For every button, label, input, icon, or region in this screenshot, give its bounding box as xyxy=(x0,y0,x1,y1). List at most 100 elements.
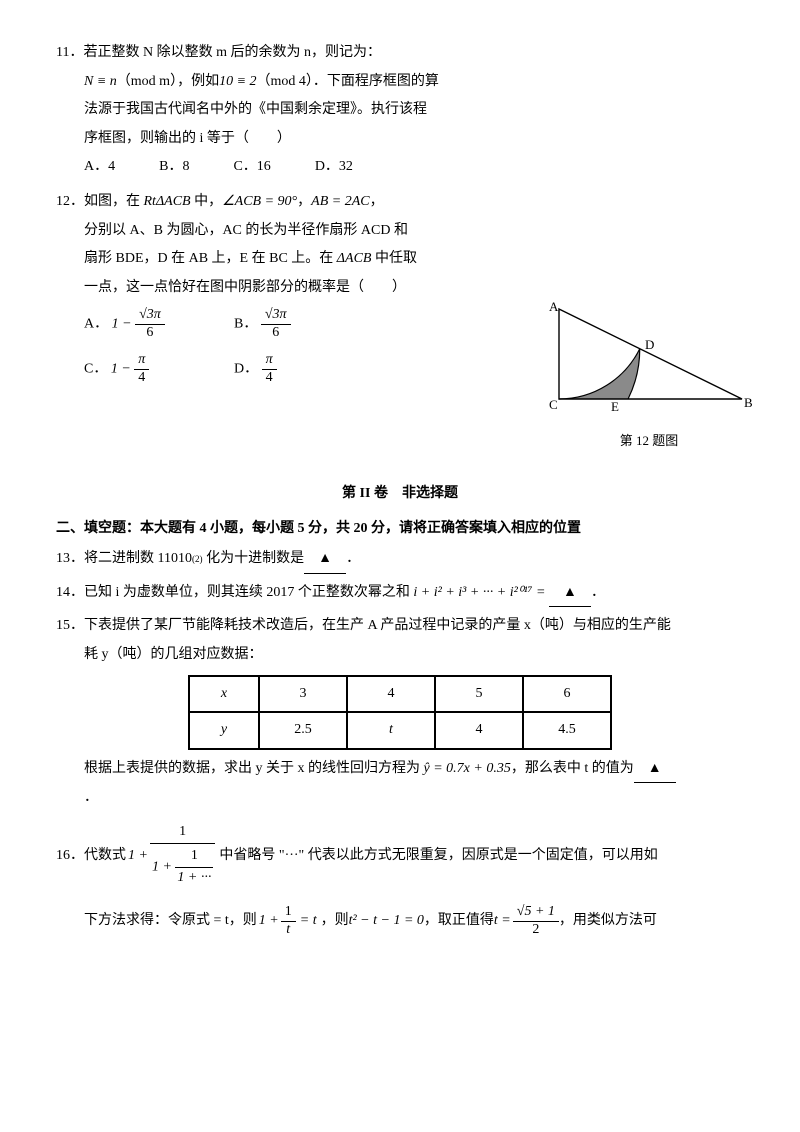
q16-t1b: 中省略号 "···" 代表以此方式无限重复，因原式是一个固定值，可以用如 xyxy=(219,843,657,870)
q12-opts-row1: A． 1 − √3π 6 B． √3π 6 xyxy=(84,307,496,342)
q16-t2d: ，取正值得 xyxy=(424,908,494,935)
q14-expr: i + i² + i³ + ··· + i²⁰¹⁷ = xyxy=(413,585,545,600)
q16-n1: 1 xyxy=(150,822,215,844)
q16-nested-frac: 1 1 + 1 1 + ··· xyxy=(150,822,215,890)
q12-D-num: π xyxy=(266,352,273,367)
q11-number: 11． xyxy=(56,45,83,60)
q12-optA: A． 1 − √3π 6 xyxy=(84,307,234,342)
q16-eq: = t xyxy=(300,908,317,935)
section-2-sub: 二、填空题：本大题有 4 小题，每小题 5 分，共 20 分，请将正确答案填入相… xyxy=(56,516,744,543)
q15-number: 15． xyxy=(56,618,84,633)
q16-line2: 下方法求得：令原式 = t，则 1 + 1 t = t ，则 t² − t − … xyxy=(84,904,744,939)
q12-t1c: 中， xyxy=(191,194,223,209)
q12-C-one: 1 − xyxy=(111,361,131,376)
triangle-diagram-icon: A B C D E xyxy=(547,299,752,414)
q16-n2: 1 xyxy=(175,846,213,868)
question-16: 16． 代数式 1 + 1 1 + 1 1 + ··· 中省略号 "···" 代… xyxy=(56,822,744,939)
q12-B-den: 6 xyxy=(261,325,291,342)
q15-t1: 下表提供了某厂节能降耗技术改造后，在生产 A 产品过程中记录的产量 x（吨）与相… xyxy=(84,618,671,633)
question-13: 13．将二进制数 11010(2) 化为十进制数是▲． xyxy=(56,546,744,574)
q12-A-den: 6 xyxy=(135,325,165,342)
q12-line2: 分别以 A、B 为圆心，AC 的长为半径作扇形 ACD 和 xyxy=(84,218,496,245)
q14-number: 14． xyxy=(56,585,84,600)
question-11: 11．若正整数 N 除以整数 m 后的余数为 n，则记为： N ≡ n（mod … xyxy=(56,40,744,181)
q15-end: ． xyxy=(84,785,744,812)
table-row: y 2.5 t 4 4.5 xyxy=(189,712,611,749)
q16-d2a: 1 + xyxy=(152,859,172,874)
q12-optD: D． π 4 xyxy=(234,352,384,387)
question-14: 14．已知 i 为虚数单位，则其连续 2017 个正整数次幂之和 i + i² … xyxy=(56,580,744,608)
q15-blank: ▲ xyxy=(634,756,676,784)
q12-t1a: 如图，在 xyxy=(84,194,144,209)
q16-d2b: 1 + ··· xyxy=(175,868,213,889)
question-15: 15．下表提供了某厂节能降耗技术改造后，在生产 A 产品过程中记录的产量 x（吨… xyxy=(56,613,744,812)
q12-dacb: ΔACB xyxy=(337,251,372,266)
q11-f: ．下面程序框图的算 xyxy=(313,74,439,89)
q12-A-one: 1 − xyxy=(112,317,132,332)
q12-A-pre: A． xyxy=(84,317,108,332)
q15-t3c: ，那么表中 t 的值为 xyxy=(511,761,634,776)
q11-options: A．4 B．8 C．16 D．32 xyxy=(84,154,744,181)
q12-opts-row2: C． 1 − π4 D． π 4 xyxy=(84,352,496,387)
q11-mod1: （mod m） xyxy=(117,74,177,89)
q16-line1: 16． 代数式 1 + 1 1 + 1 1 + ··· 中省略号 "···" 代… xyxy=(56,822,744,890)
q16-teq: t = xyxy=(494,908,511,935)
q16-quad: t² − t − 1 = 0 xyxy=(349,908,424,935)
q12-B-pre: B． xyxy=(234,317,257,332)
q15-x0: 3 xyxy=(259,676,347,713)
q11-line4: 序框图，则输出的 i 等于（ ） xyxy=(84,126,744,153)
q11-optC: C．16 xyxy=(233,154,270,181)
q11-line3: 法源于我国古代闻名中外的《中国剩余定理》。执行该程 xyxy=(84,97,744,124)
q12-figure: A B C D E 第 12 题图 xyxy=(544,299,754,453)
q11-math1: N ≡ n xyxy=(84,74,117,89)
q12-C-num: π xyxy=(138,352,145,367)
q12-t3c: 中任取 xyxy=(371,251,417,266)
q11-mod2: （mod 4） xyxy=(257,74,313,89)
q12-t1g: ， xyxy=(370,194,384,209)
q16-fn: 1 xyxy=(281,904,296,922)
q15-y3: 4.5 xyxy=(523,712,611,749)
q15-table: x 3 4 5 6 y 2.5 t 4 4.5 xyxy=(188,675,612,750)
q16-t2e: ，用类似方法可 xyxy=(559,908,657,935)
q15-yh: y xyxy=(189,712,259,749)
q16-one2: 1 + xyxy=(259,908,279,935)
q15-line1: 15．下表提供了某厂节能降耗技术改造后，在生产 A 产品过程中记录的产量 x（吨… xyxy=(56,613,744,640)
q15-x3: 6 xyxy=(523,676,611,713)
q14-t1: 已知 i 为虚数单位，则其连续 2017 个正整数次幂之和 xyxy=(84,585,413,600)
q16-t1a: 代数式 xyxy=(84,843,126,870)
q16-tn: √5 + 1 xyxy=(513,904,559,922)
q16-td: 2 xyxy=(513,922,559,939)
q16-t2a: 下方法求得：令原式 = t，则 xyxy=(84,908,257,935)
label-D: D xyxy=(645,337,654,352)
q15-line3: 根据上表提供的数据，求出 y 关于 x 的线性回归方程为 ŷ = 0.7x + … xyxy=(84,756,744,784)
q12-figure-caption: 第 12 题图 xyxy=(544,429,754,454)
q15-x1: 4 xyxy=(347,676,435,713)
q12-number: 12． xyxy=(56,194,84,209)
label-B: B xyxy=(744,395,752,410)
q13-sub: (2) xyxy=(192,554,203,564)
q12-D-den: 4 xyxy=(262,370,277,387)
q12-C-pre: C． xyxy=(84,361,107,376)
q16-fd: t xyxy=(281,922,296,939)
q12-A-num: √3π xyxy=(139,307,161,322)
q12-optC: C． 1 − π4 xyxy=(84,352,234,387)
label-A: A xyxy=(549,299,559,314)
q12-D-pre: D． xyxy=(234,361,258,376)
q11-optA: A．4 xyxy=(84,154,115,181)
label-E: E xyxy=(611,399,619,414)
q11-c: ，例如 xyxy=(177,74,219,89)
q13-t2: 化为十进制数是 xyxy=(203,551,305,566)
q11-text1: 若正整数 N 除以整数 m 后的余数为 n，则记为： xyxy=(83,45,381,60)
q12-B-num: √3π xyxy=(265,307,287,322)
q12-line1: 12．如图，在 RtΔACB 中，∠ACB = 90°，AB = 2AC， xyxy=(56,189,496,216)
q16-one1: 1 + xyxy=(128,843,148,870)
q15-t3a: 根据上表提供的数据，求出 y 关于 x 的线性回归方程为 xyxy=(84,761,424,776)
q12-t3a: 扇形 BDE，D 在 AB 上，E 在 BC 上。在 xyxy=(84,251,337,266)
q14-blank: ▲ xyxy=(549,580,591,608)
table-row: x 3 4 5 6 xyxy=(189,676,611,713)
label-C: C xyxy=(549,397,558,412)
q11-optB: B．8 xyxy=(159,154,189,181)
q12-ab: AB = 2AC xyxy=(311,194,369,209)
q12-line3: 扇形 BDE，D 在 AB 上，E 在 BC 上。在 ΔACB 中任取 xyxy=(84,246,496,273)
q16-t2b: ，则 xyxy=(321,908,349,935)
